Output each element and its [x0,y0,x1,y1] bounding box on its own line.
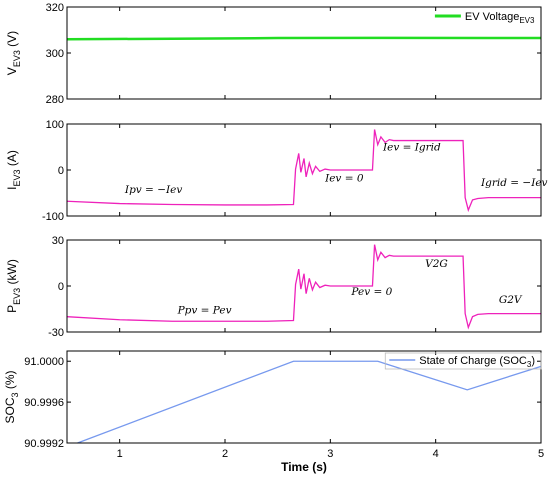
plot-frame [66,239,542,333]
x-tick-label: 5 [538,448,544,460]
plot-frame [66,123,542,217]
series-line-1-1 [66,36,541,41]
panel-1: 280 300 320 VEV3 (V) EV VoltageEV3 [5,2,542,106]
annotation: G2V [499,294,523,306]
y-tick-label: -30 [48,327,64,339]
annotation: V2G [425,258,448,270]
y-tick-label: 0 [58,165,64,177]
series-line-2-1 [66,129,541,213]
annotation: Ppv = Pev [177,305,232,317]
x-axis-label: Time (s) [281,460,327,474]
legend: EV VoltageEV3 [434,11,535,25]
panel-2: -100 0 100 IEV3 (A) Ipv = −Iev Iev = 0 Iev = I… [5,119,548,223]
plot-frame [66,350,542,444]
y-axis-label: IEV3 (A) [5,150,22,190]
y-tick-label: 90.9992 [24,438,64,450]
y-tick-label: 0 [58,281,64,293]
panel-3: -30 0 30 PEV3 (kW) Ppv = Pev Pev = 0 V2G G2V [5,235,542,339]
x-tick-label: 3 [327,448,333,460]
series-line-3-1 [66,244,541,330]
annotation: Iev = Igrid [382,142,441,154]
y-axis-label: SOC3 (%) [3,370,20,423]
x-tick-label: 1 [117,448,123,460]
y-tick-label: 320 [46,2,64,14]
y-tick-label: 30 [52,235,64,247]
y-axis-label: VEV3 (V) [5,31,22,75]
legend-label: State of Charge (SOC3) [419,355,535,369]
y-tick-label: 90.9996 [24,397,64,409]
annotation: Igrid = −Iev [480,177,548,189]
legend: State of Charge (SOC3) [384,352,542,370]
y-tick-label: 91.0000 [24,356,64,368]
x-tick-label: 2 [222,448,228,460]
x-tick-label: 4 [433,448,439,460]
y-tick-label: 280 [46,94,64,106]
legend-label: EV VoltageEV3 [465,11,535,25]
panel-4: 90.9992 90.9996 91.0000 1 2 3 4 5 Time (s) SOC3 (… [3,350,544,474]
series-line-4-1 [77,360,542,444]
annotation: Iev = 0 [324,173,364,185]
y-tick-label: -100 [42,211,64,223]
annotation: Pev = 0 [350,286,392,298]
legend-box [384,352,542,370]
annotation: Ipv = −Iev [124,184,182,196]
y-axis-label: PEV3 (kW) [5,259,22,313]
y-tick-label: 100 [46,119,64,131]
y-tick-label: 300 [46,48,64,60]
